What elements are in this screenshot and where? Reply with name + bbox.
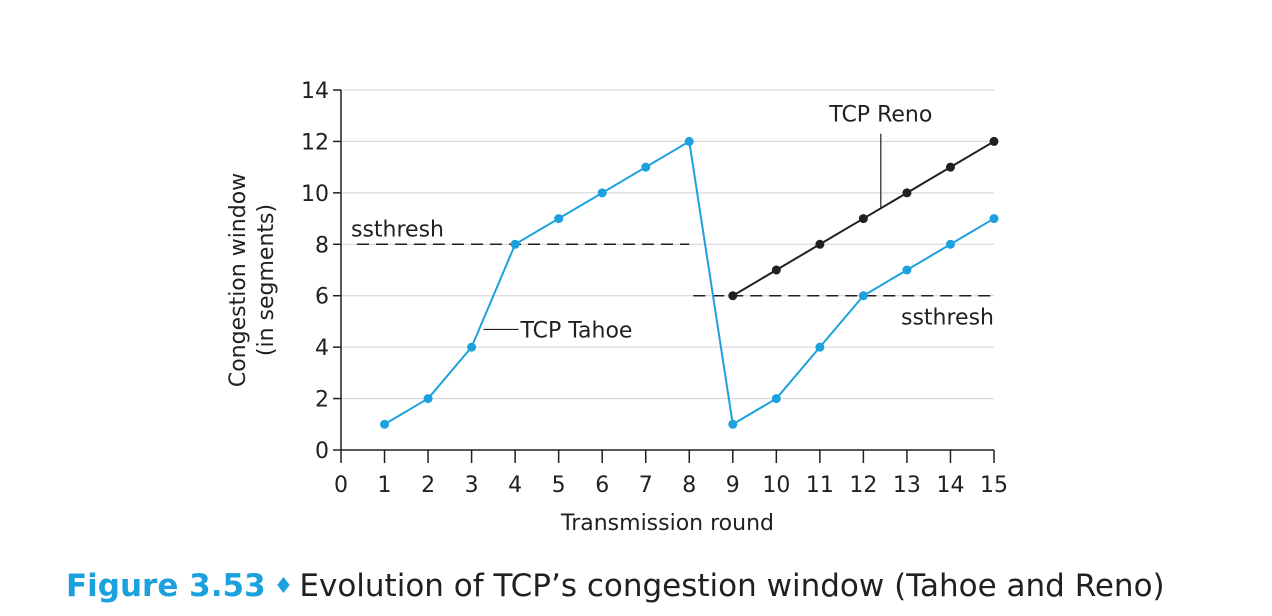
x-tick-label: 10 xyxy=(762,473,790,498)
grid-lines xyxy=(341,89,994,400)
tcp-reno-point xyxy=(858,214,868,224)
tcp-reno-point xyxy=(989,136,999,146)
y-tick-label: 2 xyxy=(315,388,329,413)
ssthresh-label: ssthresh xyxy=(901,306,994,331)
tcp-tahoe-label: TCP Tahoe xyxy=(519,318,632,343)
y-tick-label: 4 xyxy=(315,336,329,361)
tcp-tahoe-point xyxy=(771,394,781,404)
tcp-tahoe-point xyxy=(510,239,520,249)
tcp-tahoe-point xyxy=(945,239,955,249)
tcp-reno-point xyxy=(771,265,781,275)
y-tick-label: 14 xyxy=(301,79,329,104)
tcp-tahoe-point xyxy=(380,419,390,429)
tcp-tahoe-point xyxy=(554,214,564,224)
figure-caption: Figure 3.53 ♦ Evolution of TCP’s congestio… xyxy=(66,568,1165,604)
x-tick-label: 1 xyxy=(378,473,392,498)
tcp-tahoe-point xyxy=(467,342,477,352)
y-tick-label: 12 xyxy=(301,130,329,155)
tcp-tahoe-point xyxy=(684,136,694,146)
x-tick-label: 9 xyxy=(726,473,740,498)
x-tick-label: 0 xyxy=(334,473,348,498)
x-axis-title: Transmission round xyxy=(560,511,774,536)
x-tick-label: 6 xyxy=(595,473,609,498)
y-axis-title-line-2: (in segments) xyxy=(254,204,279,356)
y-tick-label: 0 xyxy=(315,439,329,464)
tcp-reno-point xyxy=(945,162,955,172)
tcp-tahoe-point xyxy=(902,265,912,275)
y-tick-label: 8 xyxy=(315,233,329,258)
data-series xyxy=(380,136,999,429)
x-tick-label: 11 xyxy=(806,473,834,498)
tcp-tahoe-point xyxy=(989,214,999,224)
y-tick-label: 10 xyxy=(301,182,329,207)
threshold-lines: ssthresh ssthresh xyxy=(351,217,994,331)
x-tick-label: 3 xyxy=(465,473,479,498)
tcp-reno-point xyxy=(728,291,738,301)
tcp-tahoe-line xyxy=(384,140,995,426)
x-tick-label: 4 xyxy=(508,473,522,498)
tcp-tahoe-point xyxy=(858,291,868,301)
tcp-reno-point xyxy=(815,239,825,249)
tcp-tahoe-point xyxy=(597,188,607,198)
x-tick-label: 14 xyxy=(936,473,964,498)
caption-text: Evolution of TCP’s congestion window (Ta… xyxy=(299,568,1165,604)
tcp-tahoe-point xyxy=(728,419,738,429)
y-axis-title-line-1: Congestion window xyxy=(226,173,251,387)
ssthresh-label: ssthresh xyxy=(351,217,444,242)
x-tick-label: 7 xyxy=(639,473,653,498)
x-tick-label: 2 xyxy=(421,473,435,498)
y-tick-label: 6 xyxy=(315,285,329,310)
figure-number: Figure 3.53 xyxy=(66,568,266,604)
tcp-reno-point xyxy=(902,188,912,198)
x-tick-label: 5 xyxy=(552,473,566,498)
x-tick-label: 8 xyxy=(682,473,696,498)
x-tick-label: 12 xyxy=(849,473,877,498)
tcp-tahoe-point xyxy=(815,342,825,352)
annotations: TCP Tahoe TCP Reno xyxy=(483,103,932,343)
tcp-reno-label: TCP Reno xyxy=(828,103,932,128)
x-tick-label: 13 xyxy=(893,473,921,498)
tcp-tahoe-point xyxy=(423,394,433,404)
diamond-icon: ♦ xyxy=(273,574,294,599)
x-tick-label: 15 xyxy=(980,473,1008,498)
tcp-tahoe-point xyxy=(641,162,651,172)
